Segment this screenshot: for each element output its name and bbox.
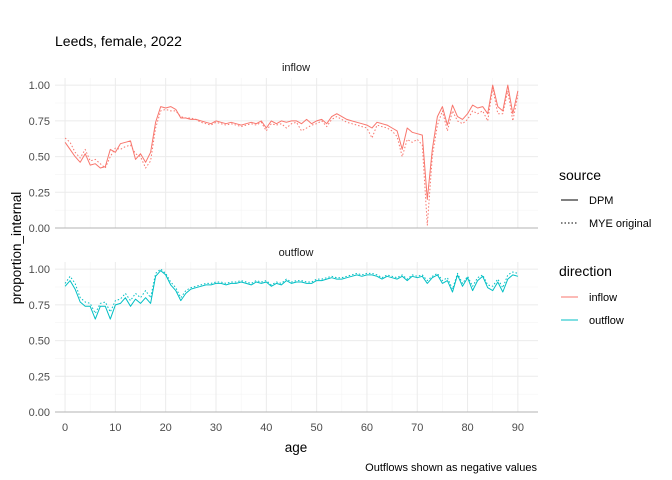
y-tick-label: 0.50	[29, 152, 50, 164]
y-tick-label: 0.25	[29, 187, 50, 199]
panel-grid	[55, 262, 538, 413]
x-tick-label: 60	[361, 422, 373, 434]
legend-label-inflow: inflow	[589, 292, 617, 304]
legend-label-dpm: DPM	[589, 195, 613, 207]
legend-title-direction: direction	[559, 263, 612, 279]
y-axis-title: proportion_internal	[9, 192, 24, 305]
y-tick-labels: 0.00 0.25 0.50 0.75 1.00	[29, 80, 50, 235]
x-tick-label: 50	[311, 422, 323, 434]
legend-label-mye-original: MYE original	[589, 218, 651, 230]
y-tick-label: 0.00	[29, 223, 50, 235]
x-tick-label: 10	[109, 422, 121, 434]
legend-label-outflow: outflow	[589, 315, 624, 327]
series-line-inflow-mye-original	[64, 87, 519, 226]
y-tick-label: 0.00	[29, 407, 50, 419]
y-tick-label: 0.75	[29, 300, 50, 312]
chart-caption: Outflows shown as negative values	[365, 462, 537, 474]
panel-series	[64, 268, 519, 320]
x-tick-label: 0	[62, 422, 68, 434]
x-tick-label: 20	[160, 422, 172, 434]
x-tick-label: 80	[461, 422, 473, 434]
facet-panel-outflow: 0.00 0.25 0.50 0.75 1.00	[29, 262, 538, 419]
x-tick-label: 30	[210, 422, 222, 434]
chart-title: Leeds, female, 2022	[55, 33, 182, 49]
facet-panel-inflow: 0.00 0.25 0.50 0.75 1.00	[29, 78, 538, 235]
panel-grid	[55, 78, 538, 229]
y-tick-label: 0.25	[29, 371, 50, 383]
series-line-inflow-dpm	[64, 84, 519, 200]
y-tick-label: 0.75	[29, 116, 50, 128]
facet-strip-outflow: outflow	[279, 247, 314, 259]
x-tick-label: 40	[260, 422, 272, 434]
legend-source: source DPM MYE original	[559, 167, 651, 230]
y-tick-label: 0.50	[29, 336, 50, 348]
series-line-outflow-dpm	[64, 270, 519, 320]
y-tick-labels: 0.00 0.25 0.50 0.75 1.00	[29, 264, 50, 419]
legend-direction: direction inflow outflow	[559, 263, 624, 327]
y-tick-label: 1.00	[29, 264, 50, 276]
legend-title-source: source	[559, 167, 601, 183]
facet-strip-inflow: inflow	[282, 62, 310, 74]
y-tick-label: 1.00	[29, 80, 50, 92]
series-line-outflow-mye-original	[64, 268, 519, 314]
x-axis-title: age	[285, 440, 308, 455]
panel-series	[64, 84, 519, 226]
x-tick-label: 70	[411, 422, 423, 434]
x-tick-labels: 0 10 20 30 40 50 60 70 80 90	[62, 422, 524, 434]
x-tick-label: 90	[512, 422, 524, 434]
